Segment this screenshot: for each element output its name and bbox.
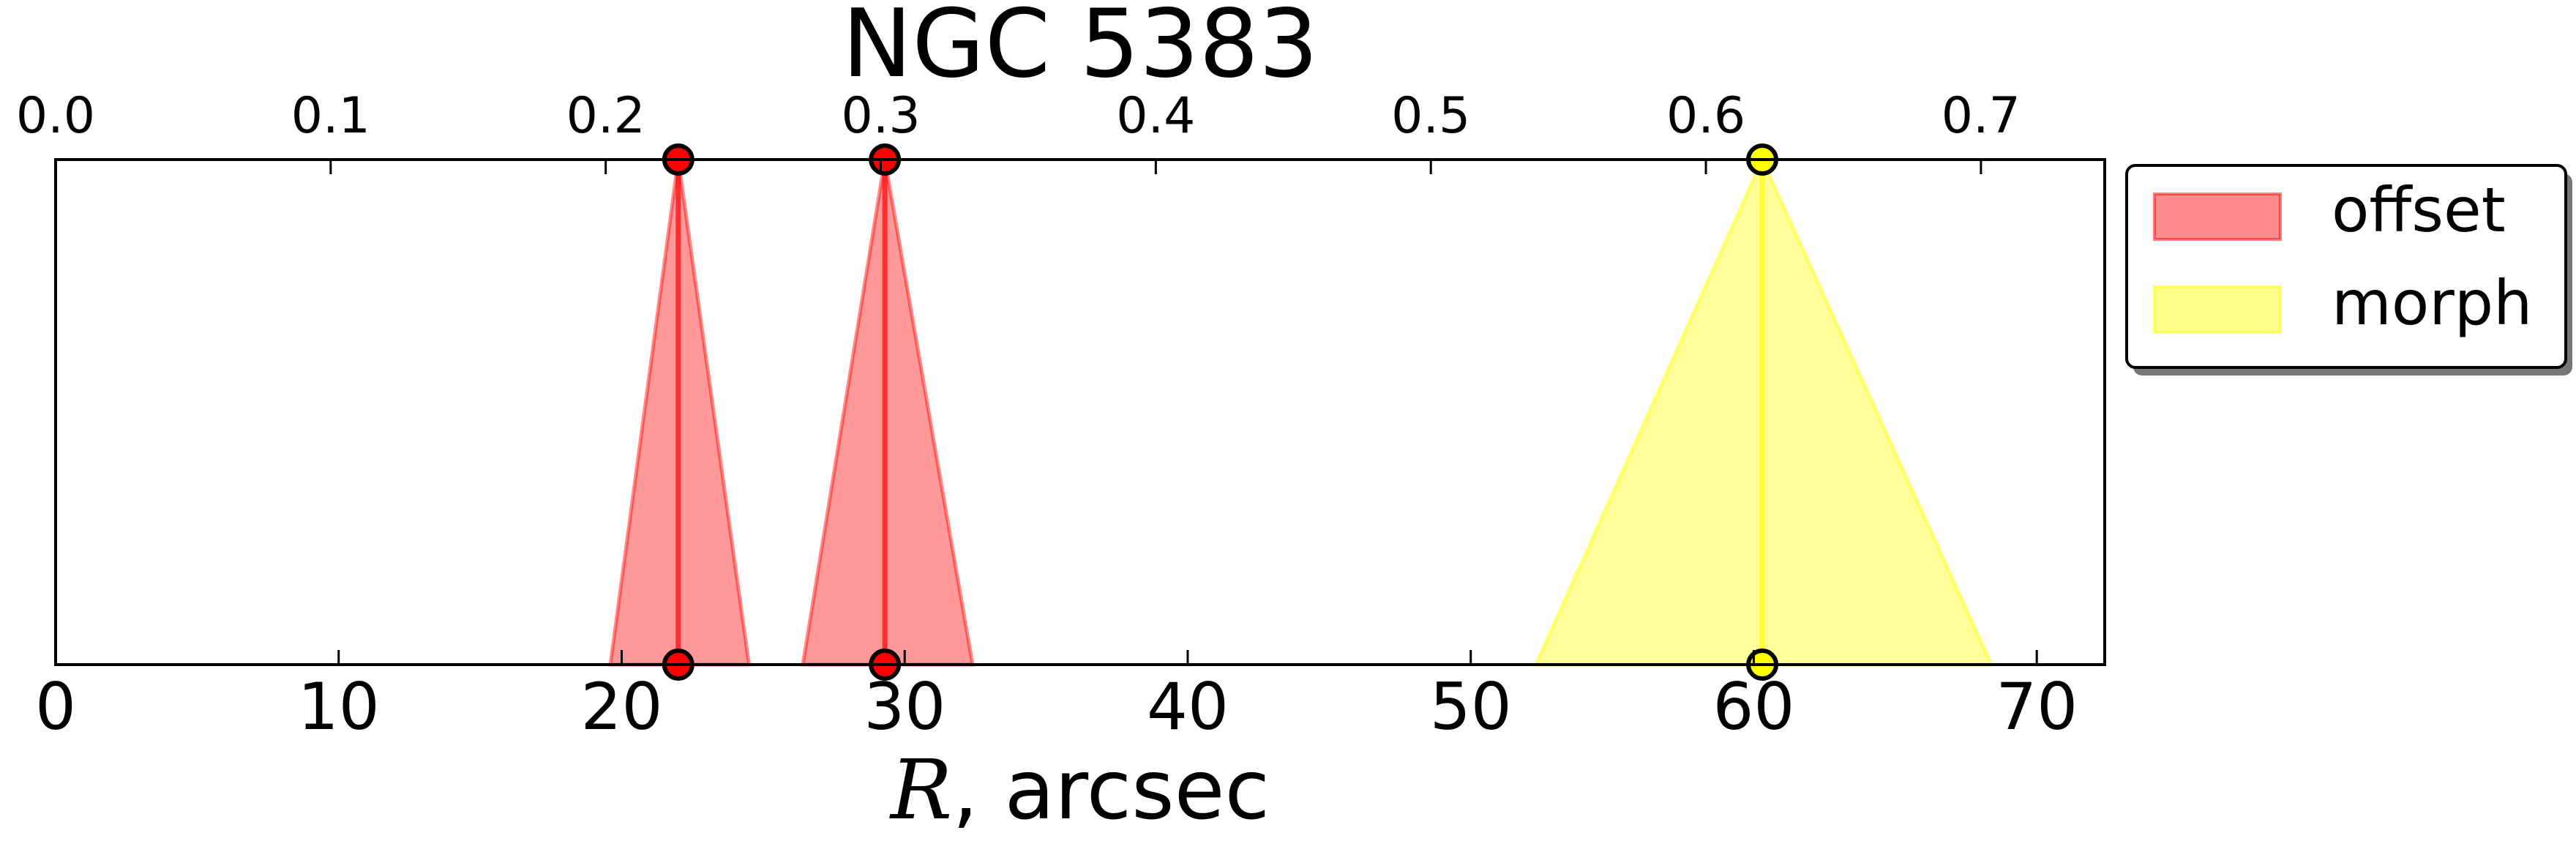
bottom-tick-label-30: 30 [864,669,946,744]
top-tick-label-0.5: 0.5 [1391,87,1470,145]
top-tick-label-0.4: 0.4 [1116,87,1195,145]
x-axis-label: R, arcsec [889,743,1270,838]
top-tick-label-0.0: 0.0 [16,87,95,145]
chart-title: NGC 5383 [842,0,1319,99]
top-tick-label-0.1: 0.1 [291,87,370,145]
top-tick-label-0.3: 0.3 [841,87,920,145]
plot-marks [608,143,1995,681]
legend: offset morph [2125,164,2572,375]
x-axis-label-unit: , arcsec [952,743,1270,838]
top-tick-label-0.7: 0.7 [1942,87,2021,145]
legend-label-morph: morph [2332,267,2532,339]
legend-swatch-offset [2153,193,2282,241]
bottom-tick-label-70: 70 [1996,669,2078,744]
bottom-tick-label-20: 20 [580,669,662,744]
bottom-tick-label-40: 40 [1147,669,1229,744]
offset-2-range-triangle [801,159,976,667]
bottom-tick-label-10: 10 [298,669,380,744]
top-tick-label-0.6: 0.6 [1666,87,1745,145]
legend-box [2125,164,2567,369]
bottom-tick-label-0: 0 [35,669,76,744]
plot-frame [54,158,2106,666]
legend-swatch-morph [2153,285,2282,334]
top-tick-label-0.2: 0.2 [566,87,645,145]
axis-ticks: 0 10 20 30 40 50 60 70 0.0 0.1 0.2 0.3 0.4 0.5 0.6 0.7 [16,87,2078,744]
legend-label-offset: offset [2332,174,2506,246]
bottom-tick-label-60: 60 [1712,669,1794,744]
x-axis-label-symbol: R [889,743,952,838]
bottom-tick-label-50: 50 [1430,669,1512,744]
